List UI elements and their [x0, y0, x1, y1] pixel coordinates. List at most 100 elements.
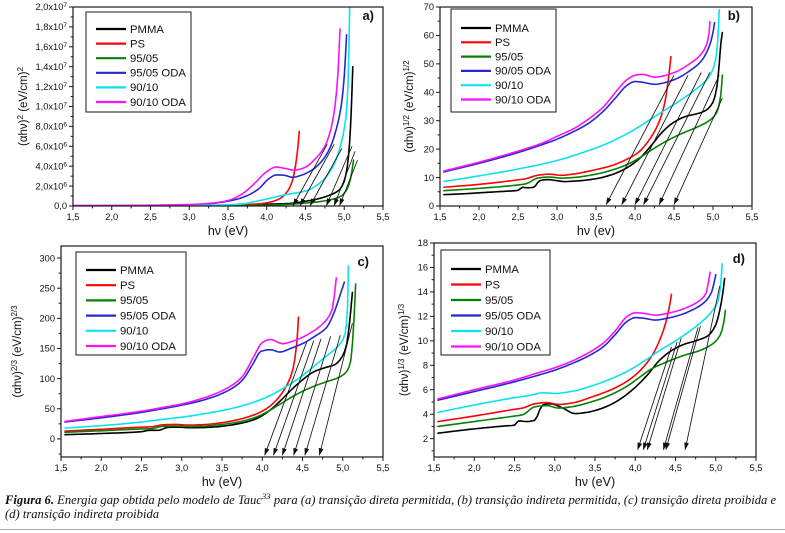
curves-d	[437, 262, 727, 434]
y-tick-label: 300	[39, 253, 55, 263]
y-tick-label: 10	[424, 173, 434, 183]
legend-label-c-1: PMMA	[120, 265, 154, 277]
legend-label-b-2: PS	[495, 37, 511, 49]
x-tick-label: 2,5	[508, 463, 521, 473]
tauc-arrow-a-2	[299, 144, 335, 206]
curve-d-95-05	[437, 309, 727, 428]
legend-b: PMMA PS 95/05 90/05 ODA 90/10 90/10 ODA	[450, 8, 557, 113]
tauc-arrow-d-1	[637, 346, 672, 451]
curve-b-90-10-oda	[443, 20, 711, 172]
tauc-arrow-a-6	[339, 160, 358, 206]
curve-d-pmma	[437, 277, 726, 434]
curve-b-95-05	[443, 74, 724, 192]
y-tick-label: 30	[424, 116, 434, 126]
y-tick-label: 14	[418, 287, 428, 297]
y-tick-label: 50	[424, 59, 434, 69]
y-tick-label: 200	[39, 314, 55, 324]
x-tick-label: 5,5	[746, 212, 759, 222]
curve-b-90-10	[443, 9, 721, 183]
y-tick-label: 0	[50, 434, 55, 444]
y-axis-title-d: (αhν)1/3 (eV/cm)1/3	[397, 303, 412, 396]
curve-c-95-05-oda	[64, 281, 346, 423]
y-tick-label: 2	[423, 434, 428, 444]
legend-label-c-4: 95/05 ODA	[120, 310, 176, 322]
tauc-figure-canvas: 1,5 2,0 2,5 3,0 3,5 4,0 4,5 5,0 5,5 0,0 2,0x106 4,0…	[10, 2, 763, 489]
x-tick-label: 1,5	[67, 212, 80, 222]
plot-frame-d	[433, 242, 757, 458]
caption-body: Energia gap obtida pelo modelo de Tauc33…	[5, 490, 777, 521]
tauc-arrows-c	[264, 323, 353, 456]
y-tick-label: 2,0x106	[35, 181, 67, 192]
x-tick-label: 1,5	[434, 212, 447, 222]
legend-label-d-4: 95/05 ODA	[485, 310, 541, 322]
legend-label-b-5: 90/10	[495, 80, 523, 92]
y-tick-label: 100	[39, 374, 55, 384]
curve-c-ps	[64, 316, 300, 432]
plot-frame-b	[439, 6, 753, 207]
x-tick-label: 3,0	[175, 463, 188, 473]
legend-label-b-1: PMMA	[495, 23, 529, 35]
y-tick-label: 12	[418, 312, 428, 322]
axis-ticks-d	[430, 242, 757, 461]
y-tick-label: 20	[424, 144, 434, 154]
y-tick-label: 8	[423, 360, 428, 370]
legend-label-a-1: PMMA	[130, 24, 164, 36]
y-tick-label: 8,0x106	[35, 121, 67, 132]
x-tick-label: 4,0	[629, 212, 642, 222]
figure-caption: Figura 6. Energia gap obtida pelo modelo…	[5, 490, 783, 521]
legend-label-a-5: 90/10	[130, 82, 158, 94]
legend-label-d-6: 90/10 ODA	[485, 341, 541, 353]
legend-label-c-2: PS	[120, 280, 136, 292]
x-tick-label: 5,5	[377, 463, 390, 473]
curve-b-ps	[443, 55, 672, 189]
plot-frame-a	[72, 6, 384, 207]
x-tick-label: 2,5	[135, 463, 148, 473]
curves-c	[64, 265, 357, 436]
legend-label-b-4: 90/05 ODA	[495, 66, 551, 78]
panel-letter-b: b)	[728, 8, 740, 23]
x-axis-title-c: hν (eV)	[202, 475, 242, 489]
curve-d-95-05-oda	[437, 273, 717, 401]
x-tick-label: 5,0	[709, 463, 722, 473]
legend-label-d-5: 90/10	[485, 326, 513, 338]
x-tick-label: 3,5	[222, 212, 235, 222]
tauc-arrow-b-4	[643, 72, 711, 206]
x-tick-label: 4,0	[256, 463, 269, 473]
x-tick-label: 2,0	[473, 212, 486, 222]
x-tick-label: 3,5	[590, 212, 603, 222]
y-tick-label: 150	[39, 344, 55, 354]
tauc-arrow-b-2	[621, 75, 689, 206]
curve-c-pmma	[64, 291, 354, 436]
y-tick-label: 1,8x107	[35, 22, 67, 32]
x-tick-label: 5,5	[377, 212, 390, 222]
x-tick-label: 3,5	[589, 463, 602, 473]
tick-labels-c: 1,5 2,0 2,5 3,0 3,5 4,0 4,5 5,0 5,5 0 50 100 150 200 2…	[39, 253, 389, 473]
y-tick-label: 1,2x107	[35, 81, 67, 92]
legend-a: PMMA PS 95/05 95/05 ODA 90/10 90/10 ODA	[85, 11, 192, 113]
y-axis-title-c: (αhν)2/3 (eV/cm)2/3	[10, 305, 25, 398]
panel-letter-a: a)	[362, 8, 374, 23]
legend-box-b	[450, 8, 557, 113]
tauc-arrow-b-3	[634, 72, 702, 206]
panel-d: 1,5 2,0 2,5 3,0 3,5 4,0 4,5 5,0 5,5 2 4 6 8 10 12 14 16 1…	[397, 238, 763, 489]
tauc-arrow-a-5	[333, 151, 356, 206]
x-tick-label: 4,5	[668, 212, 681, 222]
tauc-arrow-b-6	[673, 97, 723, 206]
x-axis-title-d: hν (eV)	[575, 475, 615, 489]
caption-superscript: 33	[261, 490, 271, 501]
y-tick-label: 70	[424, 2, 434, 12]
y-tick-label: 18	[418, 238, 428, 248]
x-tick-label: 2,5	[512, 212, 525, 222]
tick-labels-a: 1,5 2,0 2,5 3,0 3,5 4,0 4,5 5,0 5,5 0,0 2,0x106 4,0…	[35, 2, 389, 222]
curves-b	[443, 9, 724, 196]
legend-label-d-1: PMMA	[485, 264, 519, 276]
curve-a-90-10-oda	[73, 28, 341, 206]
y-axis-title-a: (αhν)2 (eV/cm)2	[16, 67, 31, 146]
legend-label-c-5: 90/10	[120, 326, 148, 338]
tauc-arrow-b-5	[658, 75, 720, 206]
x-tick-label: 5,0	[336, 463, 349, 473]
y-tick-label: 16	[418, 263, 428, 273]
x-tick-label: 5,0	[707, 212, 720, 222]
y-tick-label: 6,0x106	[35, 141, 67, 152]
